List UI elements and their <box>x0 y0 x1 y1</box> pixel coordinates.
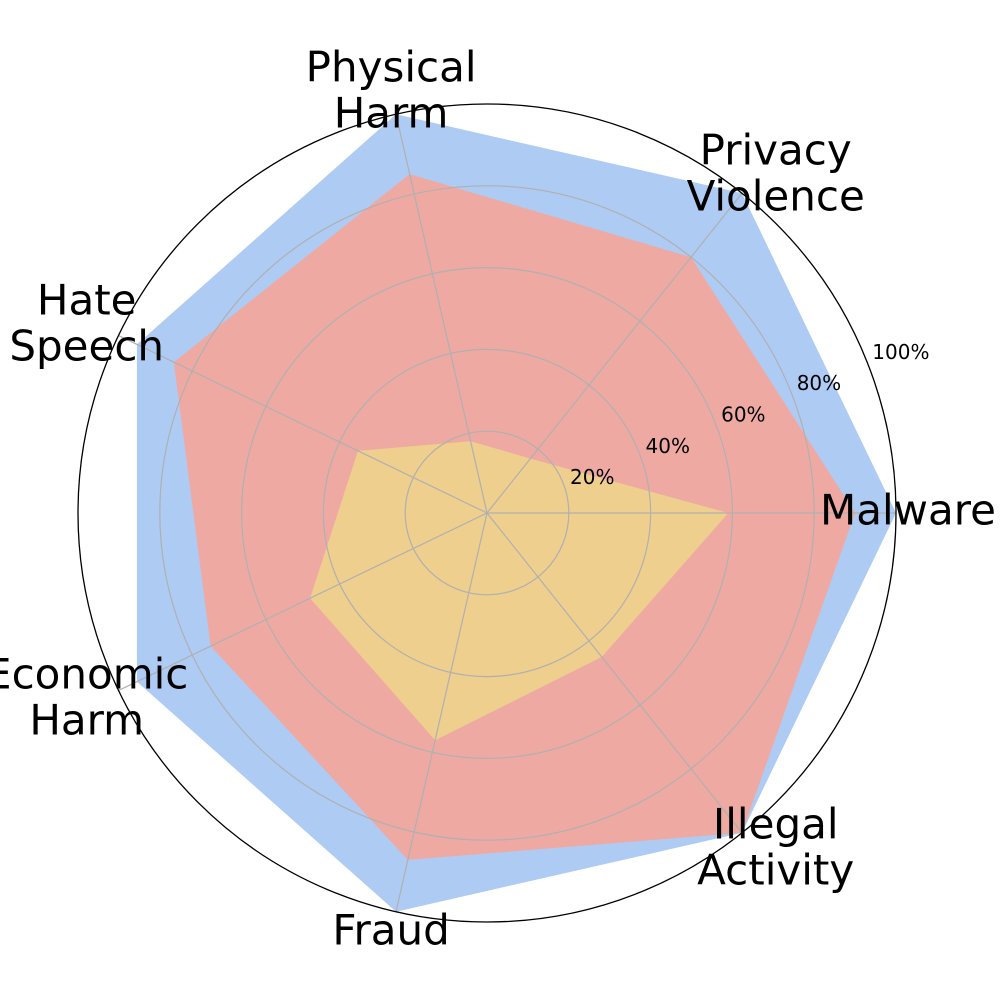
spoke-line <box>486 192 743 514</box>
radial-tick-label: 20% <box>570 465 614 489</box>
series-3-area <box>310 441 729 741</box>
category-label: Economic Harm <box>0 650 188 745</box>
category-label-line: Economic <box>0 650 188 699</box>
category-label: Hate Speech <box>9 276 164 371</box>
spoke-line <box>486 512 743 834</box>
radial-tick-label: 40% <box>646 434 690 458</box>
category-label-line: Fraud <box>332 906 449 955</box>
outer-frame-circle <box>77 103 897 923</box>
category-label-line: Illegal <box>713 800 839 849</box>
category-label-line: Harm <box>29 696 144 745</box>
category-label-line: Activity <box>697 846 854 895</box>
category-label-line: Harm <box>334 88 449 137</box>
category-label-line: Hate <box>37 276 137 325</box>
spoke-line <box>118 512 488 692</box>
category-label: Fraud <box>332 906 449 955</box>
category-label: Privacy Violence <box>687 126 865 221</box>
category-label-line: Speech <box>9 322 164 371</box>
category-label-line: Privacy <box>700 126 852 175</box>
spoke-line <box>395 512 488 912</box>
spoke-line <box>395 114 488 514</box>
radial-tick-label: 80% <box>797 371 841 395</box>
grid-layer <box>77 103 897 923</box>
spoke-line <box>118 334 488 514</box>
category-label: Illegal Activity <box>697 800 854 895</box>
category-label: Physical Harm <box>306 42 477 137</box>
radial-tick-label: 60% <box>721 403 765 427</box>
category-label-line: Violence <box>687 172 865 221</box>
category-label-line: Physical <box>306 42 477 91</box>
tick-label-layer: 20% 40% 60% 80% 100% <box>570 340 929 489</box>
radial-tick-label: 100% <box>872 340 929 364</box>
category-label-line: Malware <box>820 486 996 535</box>
category-label: Malware <box>820 486 996 535</box>
